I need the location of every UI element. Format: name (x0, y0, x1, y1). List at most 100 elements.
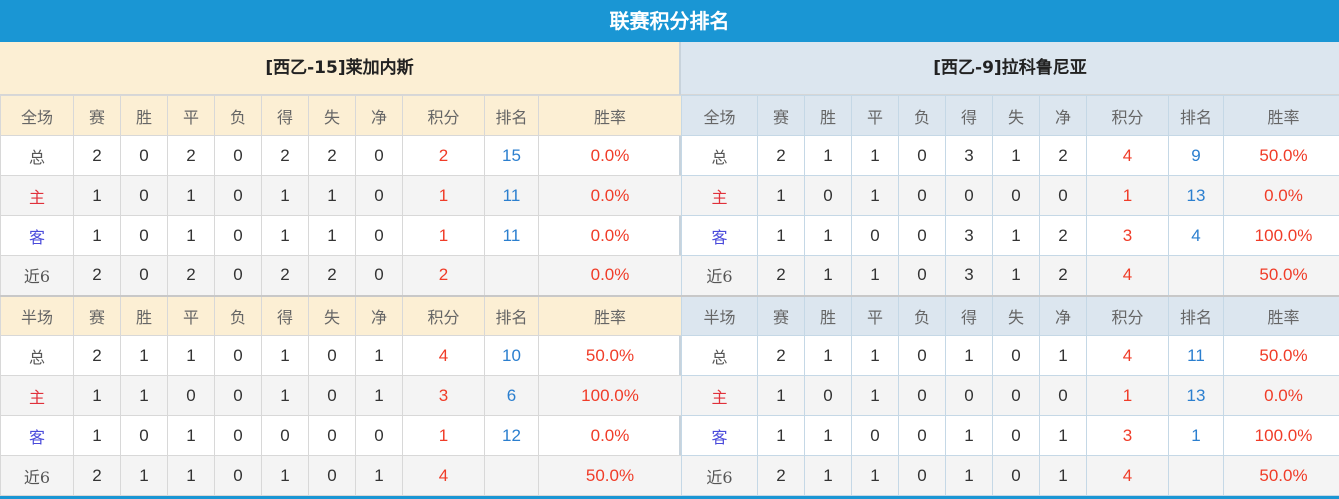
cell: 1 (356, 336, 403, 376)
cell: 0 (121, 416, 168, 456)
column-header: 胜 (805, 296, 852, 336)
column-header: 积分 (1087, 96, 1169, 136)
cell: 2 (74, 256, 121, 296)
column-header: 净 (1040, 296, 1087, 336)
cell: 0 (215, 416, 262, 456)
cell: 0 (993, 456, 1040, 496)
row-label: 总 (1, 136, 74, 176)
column-header: 半场 (1, 296, 74, 336)
cell: 0.0% (1224, 176, 1339, 216)
row-label: 客 (1, 416, 74, 456)
cell: 0 (899, 136, 946, 176)
cell: 0 (805, 376, 852, 416)
team-name: [西乙-15]莱加内斯 (0, 42, 679, 95)
cell: 1 (805, 256, 852, 296)
cell: 0 (356, 256, 403, 296)
cell: 3 (403, 376, 485, 416)
cell: 1 (168, 336, 215, 376)
cell: 2 (168, 136, 215, 176)
cell: 11 (485, 176, 539, 216)
cell: 1 (1040, 416, 1087, 456)
column-header: 赛 (758, 296, 805, 336)
cell: 0 (899, 216, 946, 256)
cell: 0 (215, 336, 262, 376)
row-label: 客 (682, 416, 758, 456)
cell: 0.0% (539, 136, 682, 176)
cell: 1 (121, 336, 168, 376)
cell: 2 (262, 256, 309, 296)
cell: 0 (356, 136, 403, 176)
cell: 9 (1169, 136, 1224, 176)
cell: 1 (403, 216, 485, 256)
column-header: 全场 (1, 96, 74, 136)
column-header: 胜率 (1224, 96, 1339, 136)
row-label: 主 (1, 376, 74, 416)
cell: 2 (168, 256, 215, 296)
cell: 4 (403, 336, 485, 376)
column-header: 负 (899, 96, 946, 136)
row-label: 总 (682, 336, 758, 376)
cell: 1 (168, 456, 215, 496)
cell: 0 (993, 416, 1040, 456)
cell: 1 (805, 136, 852, 176)
full-header-row: 全场赛胜平负得失净积分排名胜率 (1, 96, 682, 136)
cell: 100.0% (1224, 216, 1339, 256)
column-header: 赛 (758, 96, 805, 136)
cell: 0 (121, 176, 168, 216)
cell: 0 (309, 416, 356, 456)
cell: 1 (74, 216, 121, 256)
cell: 0 (215, 216, 262, 256)
column-header: 失 (993, 296, 1040, 336)
cell: 2 (403, 256, 485, 296)
cell: 1 (121, 376, 168, 416)
cell: 0 (1040, 376, 1087, 416)
cell: 2 (1040, 216, 1087, 256)
column-header: 平 (168, 96, 215, 136)
page-title: 联赛积分排名 (0, 0, 1339, 42)
cell: 2 (758, 336, 805, 376)
column-header: 失 (993, 96, 1040, 136)
cell: 0.0% (1224, 376, 1339, 416)
cell: 1 (121, 456, 168, 496)
column-header: 半场 (682, 296, 758, 336)
cell: 50.0% (1224, 256, 1339, 296)
cell: 0 (946, 176, 993, 216)
cell: 1 (852, 176, 899, 216)
cell: 4 (1169, 216, 1224, 256)
cell: 2 (1040, 256, 1087, 296)
cell: 0 (215, 176, 262, 216)
row-label: 客 (1, 216, 74, 256)
cell: 2 (74, 136, 121, 176)
cell: 1 (993, 256, 1040, 296)
cell: 100.0% (539, 376, 682, 416)
cell: 0 (899, 176, 946, 216)
cell: 1 (1087, 376, 1169, 416)
column-header: 积分 (1087, 296, 1169, 336)
column-header: 净 (356, 96, 403, 136)
cell: 0 (805, 176, 852, 216)
column-header: 胜 (121, 96, 168, 136)
cell: 0 (121, 256, 168, 296)
column-header: 得 (946, 96, 993, 136)
cell: 1 (262, 376, 309, 416)
cell: 0 (356, 176, 403, 216)
cell: 1 (852, 456, 899, 496)
column-header: 失 (309, 296, 356, 336)
cell: 1 (74, 416, 121, 456)
cell: 0 (356, 216, 403, 256)
cell: 1 (262, 456, 309, 496)
cell: 50.0% (1224, 336, 1339, 376)
cell: 1 (805, 416, 852, 456)
column-header: 负 (899, 296, 946, 336)
cell: 0.0% (539, 176, 682, 216)
